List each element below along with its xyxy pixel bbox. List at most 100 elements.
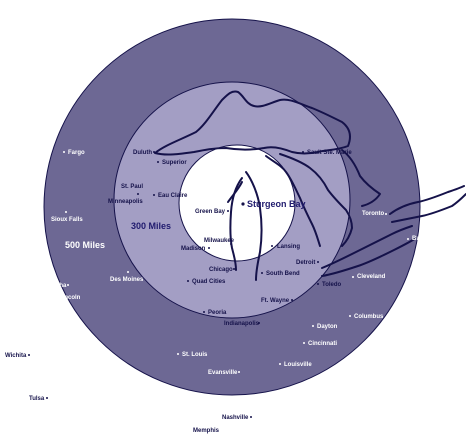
city-fargo: Fargo xyxy=(63,150,85,156)
city-name: Eau Claire xyxy=(158,193,188,199)
city-name: Ft. Wayne xyxy=(261,298,290,304)
city-name: Dayton xyxy=(317,324,338,330)
city-memphis: Memphis xyxy=(193,428,220,434)
center-marker: Sturgeon Bay xyxy=(241,199,306,209)
city-dot xyxy=(137,193,139,195)
city-name: Des Moines xyxy=(110,277,144,283)
city-name: Indianapolis xyxy=(224,321,260,327)
city-name: Omaha xyxy=(46,283,67,289)
city-winnipeg: Winnipeg xyxy=(66,41,93,47)
city-dot xyxy=(54,296,56,298)
city-des-moines: Des Moines xyxy=(110,271,144,283)
city-wichita: Wichita xyxy=(5,353,30,359)
city-dayton: Dayton xyxy=(312,324,338,330)
center-dot xyxy=(241,202,245,206)
inner-circle xyxy=(178,144,296,262)
city-name: Memphis xyxy=(193,428,220,434)
city-dot xyxy=(279,363,281,365)
city-name: Nashville xyxy=(222,415,249,421)
city-quad-cities: Quad Cities xyxy=(187,279,226,285)
city-name: Winnipeg xyxy=(66,41,93,47)
city-name: St. Paul xyxy=(121,184,143,190)
city-dot xyxy=(127,271,129,273)
city-dot xyxy=(233,268,235,270)
city-name: Chicago xyxy=(209,267,233,273)
city-labels: Winnipeg Fargo Duluth Superior Sault Ste… xyxy=(5,41,436,434)
city-dot xyxy=(317,283,319,285)
city-madison: Madison xyxy=(181,246,210,252)
city-name: Lansing xyxy=(277,244,300,250)
outer-ring-label: 500 Miles xyxy=(65,240,105,250)
city-name: Minneapolis xyxy=(108,199,143,205)
city-dot xyxy=(227,210,229,212)
city-name: Cleveland xyxy=(357,274,386,280)
city-indianapolis: Indianapolis xyxy=(224,321,260,327)
city-dot xyxy=(407,238,409,240)
city-name: Columbus xyxy=(354,314,384,320)
city-dot xyxy=(46,397,48,399)
city-chicago: Chicago xyxy=(209,267,235,273)
city-dot xyxy=(238,371,240,373)
city-name: Lincoln xyxy=(59,295,81,301)
city-evansville: Evansville xyxy=(208,370,240,376)
city-name: Kansas City xyxy=(60,336,95,342)
lake-erie-shore xyxy=(321,225,417,277)
city-pittsburgh: Pittsburgh xyxy=(401,297,436,303)
city-nashville: Nashville xyxy=(222,415,252,421)
city-ft-wayne: Ft. Wayne xyxy=(261,298,293,304)
city-columbus: Columbus xyxy=(349,314,384,320)
city-dot xyxy=(385,213,387,215)
city-st-louis: St. Louis xyxy=(177,352,208,358)
city-omaha: Omaha xyxy=(46,283,69,289)
city-name: Superior xyxy=(162,160,187,166)
city-milwaukee: Milwaukee xyxy=(204,238,235,245)
lake-superior-shore xyxy=(154,90,351,156)
city-dot xyxy=(271,245,273,247)
city-dot xyxy=(177,353,179,355)
city-name: Pittsburgh xyxy=(406,297,436,303)
city-detroit: Detroit xyxy=(296,260,319,266)
city-name: Wichita xyxy=(5,353,27,359)
city-dot xyxy=(349,315,351,317)
city-dot xyxy=(157,161,159,163)
middle-ring-label: 300 Miles xyxy=(131,221,171,231)
city-south-bend: South Bend xyxy=(261,271,300,277)
city-eau-claire: Eau Claire xyxy=(153,193,188,199)
city-name: Buffalo xyxy=(412,236,433,242)
city-name: Madison xyxy=(181,246,206,252)
city-sioux-falls: Sioux Falls xyxy=(51,211,83,223)
city-tulsa: Tulsa xyxy=(29,396,48,402)
city-dot xyxy=(187,280,189,282)
center-label: Sturgeon Bay xyxy=(247,199,306,209)
city-dot xyxy=(317,261,319,263)
city-lincoln: Lincoln xyxy=(54,295,81,301)
city-name: Toronto xyxy=(362,211,385,217)
city-dot xyxy=(95,338,97,340)
city-name: Cincinnati xyxy=(308,341,337,347)
city-toronto: Toronto xyxy=(362,211,387,217)
city-cincinnati: Cincinnati xyxy=(303,341,337,347)
lake-ontario-shore xyxy=(389,185,466,223)
city-name: Toledo xyxy=(322,282,342,288)
city-dot xyxy=(208,247,210,249)
city-green-bay: Green Bay xyxy=(195,209,229,215)
city-name: Quad Cities xyxy=(192,279,226,285)
city-dot xyxy=(65,211,67,213)
city-dot xyxy=(28,354,30,356)
city-louisville: Louisville xyxy=(279,362,312,368)
lake-huron-shore xyxy=(265,153,353,247)
city-name: Duluth xyxy=(133,150,152,156)
city-dot xyxy=(291,299,293,301)
city-name: Sault Ste. Marie xyxy=(307,150,352,156)
great-lakes-outline xyxy=(154,90,466,281)
city-toledo: Toledo xyxy=(317,282,342,288)
city-name: Green Bay xyxy=(195,209,226,215)
city-lansing: Lansing xyxy=(271,244,300,250)
city-name: Detroit xyxy=(296,260,315,266)
city-dot xyxy=(312,325,314,327)
city-cleveland: Cleveland xyxy=(352,274,386,280)
city-name: Sioux Falls xyxy=(51,217,83,223)
city-dot xyxy=(352,276,354,278)
